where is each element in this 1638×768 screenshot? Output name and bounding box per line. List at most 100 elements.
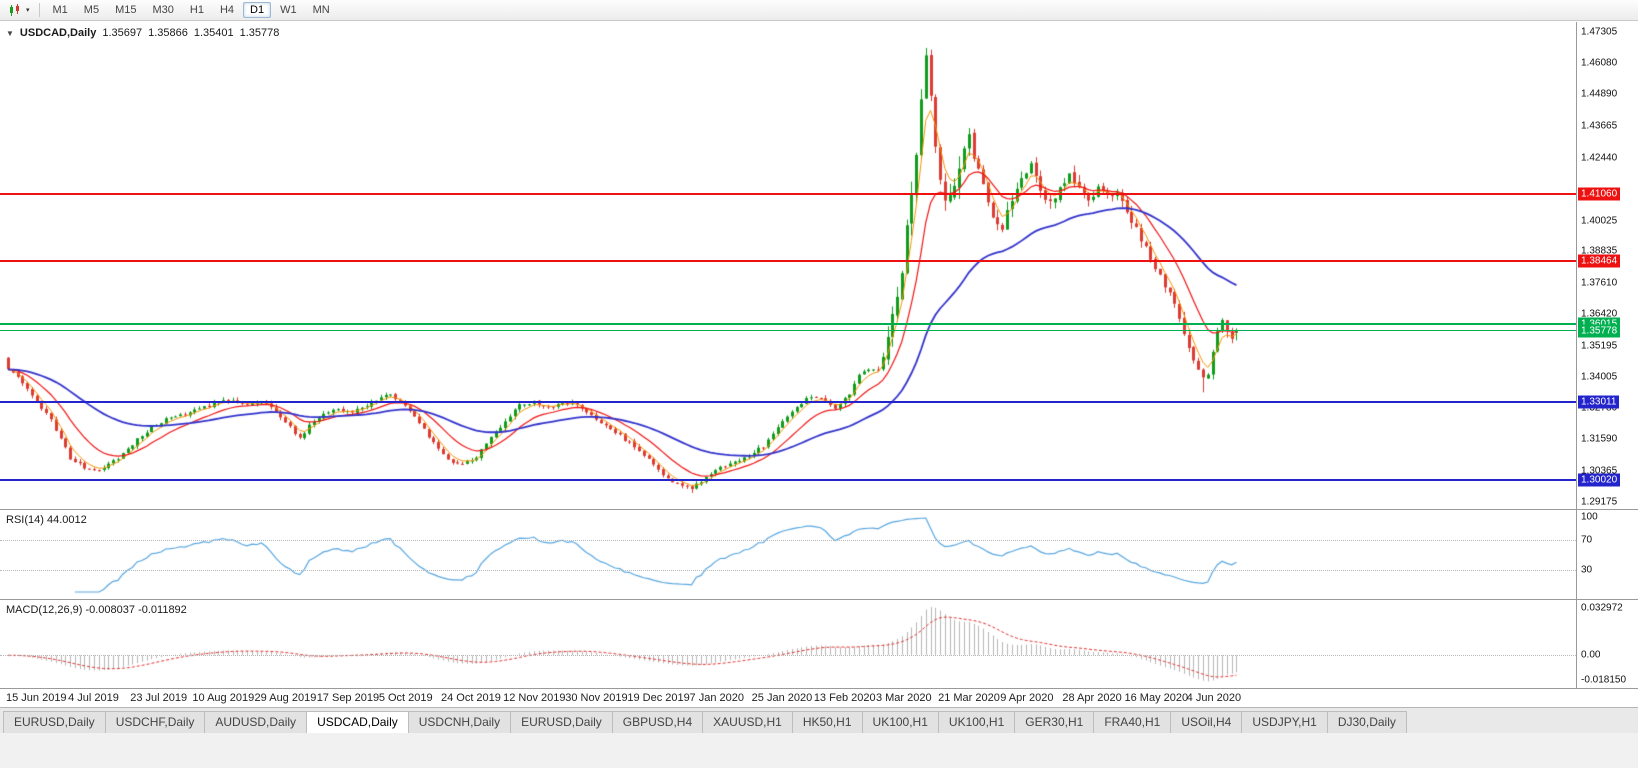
price-axis-tick: 1.34005 bbox=[1581, 371, 1618, 383]
date-axis-label: 4 Jun 2020 bbox=[1186, 692, 1242, 704]
price-axis-tick: 1.47305 bbox=[1581, 26, 1618, 38]
panel-resize-divider[interactable] bbox=[0, 599, 1638, 600]
chart-collapse-icon[interactable]: ▼ bbox=[6, 28, 14, 38]
price-level-badge: 1.35778 bbox=[1578, 324, 1621, 338]
window-footer bbox=[0, 733, 1638, 768]
timeframe-button-w1[interactable]: W1 bbox=[280, 4, 297, 16]
macd-canvas[interactable] bbox=[0, 600, 1576, 688]
price-level-badge: 1.38464 bbox=[1578, 254, 1621, 268]
horizontal-level-line[interactable] bbox=[0, 478, 1576, 481]
price-levels-overlay bbox=[0, 22, 1576, 509]
price-axis-tick: 1.46080 bbox=[1581, 57, 1618, 69]
dropdown-caret-icon: ▾ bbox=[26, 7, 30, 14]
ohlc-open: 1.35697 bbox=[102, 27, 143, 39]
rsi-axis-tick: 70 bbox=[1581, 534, 1593, 545]
timeframe-button-mn[interactable]: MN bbox=[312, 4, 330, 16]
price-axis[interactable]: 1.47305 1.46080 1.44890 1.43665 1.42440 1.400… bbox=[1577, 22, 1638, 509]
horizontal-level-line[interactable] bbox=[0, 330, 1576, 332]
price-axis-tick: 1.36420 bbox=[1581, 308, 1618, 320]
price-level-badge: 1.41060 bbox=[1578, 187, 1621, 201]
chart-menu-button[interactable]: ▾ bbox=[4, 3, 34, 18]
timeframe-button-h1[interactable]: H1 bbox=[189, 4, 204, 16]
chart-tab[interactable]: XAUUSD,H1 bbox=[702, 711, 793, 733]
toolbar-divider bbox=[38, 3, 40, 17]
top-toolbar: ▾ M1 M5 M15 M30 H1 H4 D1 W1 MN bbox=[0, 0, 1638, 21]
macd-guides-overlay bbox=[0, 600, 1576, 688]
price-axis-tick: 1.44890 bbox=[1581, 88, 1618, 100]
date-axis-label: 29 Aug 2019 bbox=[254, 692, 317, 704]
price-axis-tick: 1.37610 bbox=[1581, 277, 1618, 289]
ohlc-close: 1.35778 bbox=[239, 27, 280, 39]
macd-axis[interactable]: 0.032972 0.00 -0.018150 bbox=[1577, 600, 1638, 688]
chart-header: ▼ USDCAD,Daily 1.35697 1.35866 1.35401 1… bbox=[6, 27, 279, 39]
price-chart-panel: ▼ USDCAD,Daily 1.35697 1.35866 1.35401 1… bbox=[0, 22, 1638, 509]
timeframe-button-m15[interactable]: M15 bbox=[115, 4, 137, 16]
macd-axis-tick: -0.018150 bbox=[1581, 674, 1627, 686]
price-axis-tick: 1.43665 bbox=[1581, 120, 1618, 132]
rsi-guide-line bbox=[0, 539, 1576, 541]
price-axis-tick: 1.31590 bbox=[1581, 433, 1618, 445]
date-axis-label: 13 Feb 2020 bbox=[813, 692, 876, 704]
chart-tab[interactable]: USDCNH,Daily bbox=[407, 711, 512, 733]
rsi-axis-tick: 100 bbox=[1581, 511, 1598, 523]
rsi-axis-tick: 30 bbox=[1581, 564, 1593, 575]
date-axis-label: 19 Dec 2019 bbox=[627, 692, 690, 704]
macd-zero-line bbox=[0, 655, 1576, 657]
horizontal-level-line[interactable] bbox=[0, 323, 1576, 326]
timeframe-toolbar: M1 M5 M15 M30 H1 H4 D1 W1 MN bbox=[45, 2, 338, 18]
price-axis-tick: 1.40025 bbox=[1581, 215, 1618, 226]
rsi-panel: RSI(14) 44.0012 100 70 30 bbox=[0, 510, 1638, 599]
horizontal-level-line[interactable] bbox=[0, 192, 1576, 195]
chart-tab[interactable]: FRA40,H1 bbox=[1093, 711, 1172, 733]
rsi-axis[interactable]: 100 70 30 bbox=[1577, 510, 1638, 599]
chart-tab[interactable]: USOil,H4 bbox=[1170, 711, 1243, 733]
timeframe-button-d1[interactable]: D1 bbox=[243, 2, 272, 18]
timeframe-button-m5[interactable]: M5 bbox=[83, 4, 100, 16]
chart-tab[interactable]: HK50,H1 bbox=[791, 711, 863, 733]
chart-tab[interactable]: USDCHF,Daily bbox=[104, 711, 206, 733]
chart-tab[interactable]: UK100,H1 bbox=[861, 711, 939, 733]
rsi-label: RSI(14) 44.0012 bbox=[6, 514, 87, 526]
chart-tab[interactable]: USDJPY,H1 bbox=[1241, 711, 1328, 733]
timeframe-button-h4[interactable]: H4 bbox=[219, 4, 235, 16]
chart-tab[interactable]: DJ30,Daily bbox=[1326, 711, 1407, 733]
timeframe-button-m30[interactable]: M30 bbox=[152, 4, 174, 16]
price-axis-tick: 1.38835 bbox=[1581, 245, 1618, 257]
date-axis-label: 16 May 2020 bbox=[1124, 692, 1189, 704]
horizontal-level-line[interactable] bbox=[0, 401, 1576, 404]
date-axis-label: 12 Nov 2019 bbox=[503, 692, 566, 704]
macd-label: MACD(12,26,9) -0.008037 -0.011892 bbox=[6, 604, 187, 616]
date-axis-label: 10 Aug 2019 bbox=[192, 692, 255, 704]
chart-tab[interactable]: USDCAD,Daily bbox=[306, 711, 409, 733]
date-axis-label: 15 Jun 2019 bbox=[6, 692, 67, 704]
price-level-badge: 1.33011 bbox=[1578, 395, 1620, 409]
date-axis-label: 24 Oct 2019 bbox=[440, 692, 501, 704]
macd-axis-tick: 0.00 bbox=[1581, 649, 1601, 661]
candlestick-chart-icon bbox=[10, 3, 19, 16]
chart-tab[interactable]: EURUSD,Daily bbox=[510, 711, 613, 733]
price-chart-canvas[interactable] bbox=[0, 22, 1576, 509]
price-axis-tick: 1.29175 bbox=[1581, 496, 1618, 508]
chart-tab[interactable]: UK100,H1 bbox=[937, 711, 1016, 733]
macd-axis-tick: 0.032972 bbox=[1581, 602, 1623, 614]
date-axis-label: 4 Jul 2019 bbox=[68, 692, 119, 704]
date-axis-label: 17 Sep 2019 bbox=[316, 692, 380, 704]
horizontal-level-line[interactable] bbox=[0, 259, 1576, 262]
price-axis-tick: 1.42440 bbox=[1581, 152, 1618, 164]
panel-resize-divider[interactable] bbox=[0, 509, 1638, 510]
chart-tab[interactable]: GBPUSD,H4 bbox=[611, 711, 704, 733]
chart-symbol-label: USDCAD,Daily bbox=[19, 27, 97, 39]
panel-divider bbox=[0, 688, 1638, 689]
rsi-canvas[interactable] bbox=[0, 510, 1576, 599]
timeframe-button-m1[interactable]: M1 bbox=[52, 4, 68, 16]
chart-tab[interactable]: GER30,H1 bbox=[1014, 711, 1095, 733]
ohlc-low: 1.35401 bbox=[193, 27, 234, 39]
date-axis-label: 30 Nov 2019 bbox=[565, 692, 628, 704]
chart-tab[interactable]: EURUSD,Daily bbox=[3, 711, 106, 733]
time-axis[interactable]: 15 Jun 2019 4 Jul 2019 23 Jul 2019 10 Aug 2… bbox=[0, 689, 1638, 707]
rsi-guide-line bbox=[0, 569, 1576, 571]
date-axis-label: 23 Jul 2019 bbox=[130, 692, 188, 704]
chart-tab[interactable]: AUDUSD,Daily bbox=[204, 711, 308, 733]
axis-divider bbox=[1576, 22, 1577, 689]
price-axis-tick: 1.35195 bbox=[1581, 340, 1618, 352]
